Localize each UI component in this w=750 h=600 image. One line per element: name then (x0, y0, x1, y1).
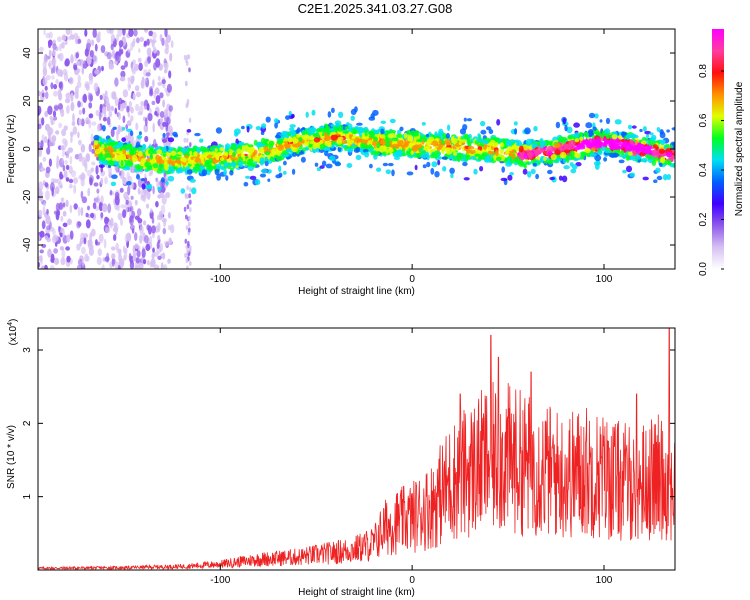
colorbar-tick-label: 0.4 (698, 163, 709, 177)
snr-xtick-label: -100 (210, 575, 230, 586)
colorbar-tick-label: 0.6 (698, 113, 709, 127)
snr-scale-note: (x104) (7, 319, 19, 346)
colorbar: 0.0 0.2 0.4 0.6 0.8 Normalized spectral ampli… (698, 29, 745, 276)
snr-plot: -100 0 100 1 2 3 Height of straight line (km) S… (6, 319, 676, 598)
spectrogram-ytick-label: -20 (22, 189, 33, 204)
figure-title: C2E1.2025.341.03.27.G08 (297, 1, 453, 16)
snr-frame (37, 327, 676, 571)
spectrogram-xtick-label: -100 (210, 274, 230, 285)
spectrogram-xlabel: Height of straight line (km) (298, 286, 415, 297)
colorbar-tick-label: 0.8 (698, 64, 709, 78)
colorbar-label: Normalized spectral amplitude (734, 81, 745, 216)
snr-ytick-label: 2 (22, 420, 33, 426)
snr-xtick-label: 100 (596, 575, 613, 586)
spectrogram-ytick-label: 40 (22, 47, 33, 59)
spectrogram-ytick-label: -40 (22, 237, 33, 252)
colorbar-gradient (712, 29, 724, 269)
snr-line (38, 328, 675, 570)
spectrogram-xtick-label: 0 (409, 274, 415, 285)
colorbar-tick-label: 0.2 (698, 212, 709, 226)
spectrogram-ytick-label: 0 (22, 146, 33, 152)
snr-xtick-label: 0 (409, 575, 415, 586)
snr-ylabel: SNR (10 * v/v) (6, 425, 17, 489)
spectrogram-ylabel: Frequency (Hz) (6, 115, 17, 184)
snr-ytick-label: 3 (22, 347, 33, 353)
spectrogram-energy (38, 29, 675, 269)
spectrogram-xtick-label: 100 (596, 274, 613, 285)
spectrogram-ytick-label: 20 (22, 95, 33, 107)
snr-series (38, 328, 675, 570)
colorbar-tick-label: 0.0 (698, 262, 709, 276)
snr-ytick-label: 1 (22, 493, 33, 499)
spectrogram-plot: -100 0 100 -40 -20 0 20 40 Height of straight li… (6, 28, 676, 297)
snr-xlabel: Height of straight line (km) (298, 587, 415, 598)
